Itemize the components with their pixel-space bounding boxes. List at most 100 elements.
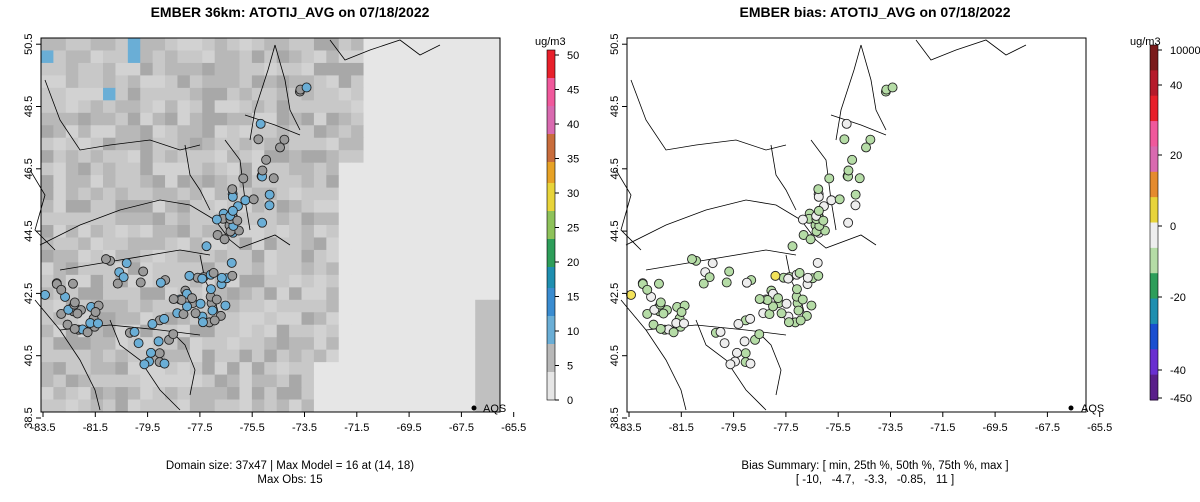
grid-cell xyxy=(140,137,154,151)
grid-cell xyxy=(450,249,464,263)
grid-cell xyxy=(115,312,129,326)
grid-cell xyxy=(487,175,501,189)
grid-cell xyxy=(338,137,352,151)
bias-marker xyxy=(843,165,854,176)
grid-cell xyxy=(475,349,489,363)
grid-cell xyxy=(251,374,265,388)
grid-cell xyxy=(276,237,290,251)
colorbar-swatch xyxy=(547,309,555,317)
grid-cell xyxy=(437,100,451,114)
grid-cell xyxy=(90,137,104,151)
grid-cell xyxy=(264,87,278,101)
grid-cell xyxy=(475,262,489,276)
grid-cell xyxy=(276,399,290,413)
grid-cell xyxy=(177,187,191,201)
grid-cell xyxy=(53,75,67,89)
grid-cell xyxy=(313,187,327,201)
grid-cell xyxy=(313,50,327,64)
colorbar-swatch xyxy=(1150,76,1158,84)
grid-cell xyxy=(214,50,228,64)
grid-cell xyxy=(65,399,79,413)
grid-cell xyxy=(487,62,501,76)
bias-marker xyxy=(804,213,815,224)
grid-cell xyxy=(363,150,377,164)
grid-cell xyxy=(90,287,104,301)
colorbar-swatch xyxy=(547,50,555,58)
grid-cell xyxy=(413,75,427,89)
grid-cell xyxy=(165,125,178,139)
grid-cell xyxy=(363,262,377,276)
grid-cell xyxy=(202,162,216,176)
grid-cell xyxy=(487,212,501,226)
grid-cell xyxy=(375,349,389,363)
grid-cell xyxy=(400,225,414,238)
grid-cell xyxy=(264,362,278,376)
obs-marker xyxy=(69,297,80,308)
grid-cell xyxy=(276,125,290,139)
grid-cell xyxy=(462,287,476,301)
grid-cell xyxy=(400,399,414,413)
grid-cell xyxy=(115,337,129,351)
grid-cell xyxy=(475,100,489,114)
grid-cell xyxy=(413,299,427,313)
x-tick-label: -67.5 xyxy=(449,422,474,434)
grid-cell xyxy=(425,349,439,363)
grid-cell xyxy=(214,87,228,101)
colorbar-swatch xyxy=(547,197,555,205)
obs-marker xyxy=(190,308,201,319)
grid-cell xyxy=(251,387,265,401)
grid-cell xyxy=(90,100,104,114)
grid-cell xyxy=(276,200,290,214)
grid-cell xyxy=(425,200,439,214)
grid-cell xyxy=(264,337,278,351)
grid-cell xyxy=(177,62,191,76)
grid-cell xyxy=(363,237,377,251)
bias-marker xyxy=(654,278,664,289)
grid-cell xyxy=(239,362,253,376)
grid-cell xyxy=(475,200,489,214)
grid-cell xyxy=(363,137,377,151)
grid-cell xyxy=(289,225,303,238)
obs-marker xyxy=(197,273,208,284)
grid-cell xyxy=(115,324,129,338)
grid-cell xyxy=(177,50,191,64)
colorbar-swatch xyxy=(547,211,555,219)
grid-cell xyxy=(276,337,290,351)
grid-cell xyxy=(462,75,476,89)
bias-marker xyxy=(839,134,850,145)
grid-cell xyxy=(103,200,116,214)
grid-cell xyxy=(189,50,203,64)
grid-cell xyxy=(202,150,216,164)
grid-cell xyxy=(140,387,154,401)
grid-cell xyxy=(202,212,216,226)
colorbar-tick-label: 35 xyxy=(567,154,579,166)
grid-cell xyxy=(450,200,464,214)
right-caption-line1: Bias Summary: [ min, 25th %, 50th %, 75t… xyxy=(741,460,1009,472)
grid-cell xyxy=(462,249,476,263)
bias-marker xyxy=(794,268,805,278)
grid-cell xyxy=(140,38,154,51)
grid-cell xyxy=(90,225,104,238)
grid-cell xyxy=(363,299,377,313)
grid-cell xyxy=(462,50,476,64)
grid-cell xyxy=(313,399,327,413)
grid-cell xyxy=(375,299,389,313)
grid-cell xyxy=(450,374,464,388)
grid-cell xyxy=(313,212,327,226)
grid-cell xyxy=(413,225,427,238)
grid-cell xyxy=(475,125,489,139)
colorbar-swatch xyxy=(547,190,555,198)
grid-cell xyxy=(313,87,327,101)
grid-cell xyxy=(189,225,203,238)
grid-cell xyxy=(202,137,216,151)
grid-cell xyxy=(375,125,389,139)
colorbar-swatch xyxy=(547,393,555,401)
colorbar-swatch xyxy=(1150,228,1158,236)
grid-cell xyxy=(115,112,129,126)
colorbar-swatch xyxy=(547,323,555,331)
grid-cell xyxy=(140,75,154,89)
colorbar-swatch xyxy=(1150,108,1158,116)
bias-marker xyxy=(672,302,683,312)
grid-cell xyxy=(264,324,278,338)
grid-cell xyxy=(189,349,203,363)
